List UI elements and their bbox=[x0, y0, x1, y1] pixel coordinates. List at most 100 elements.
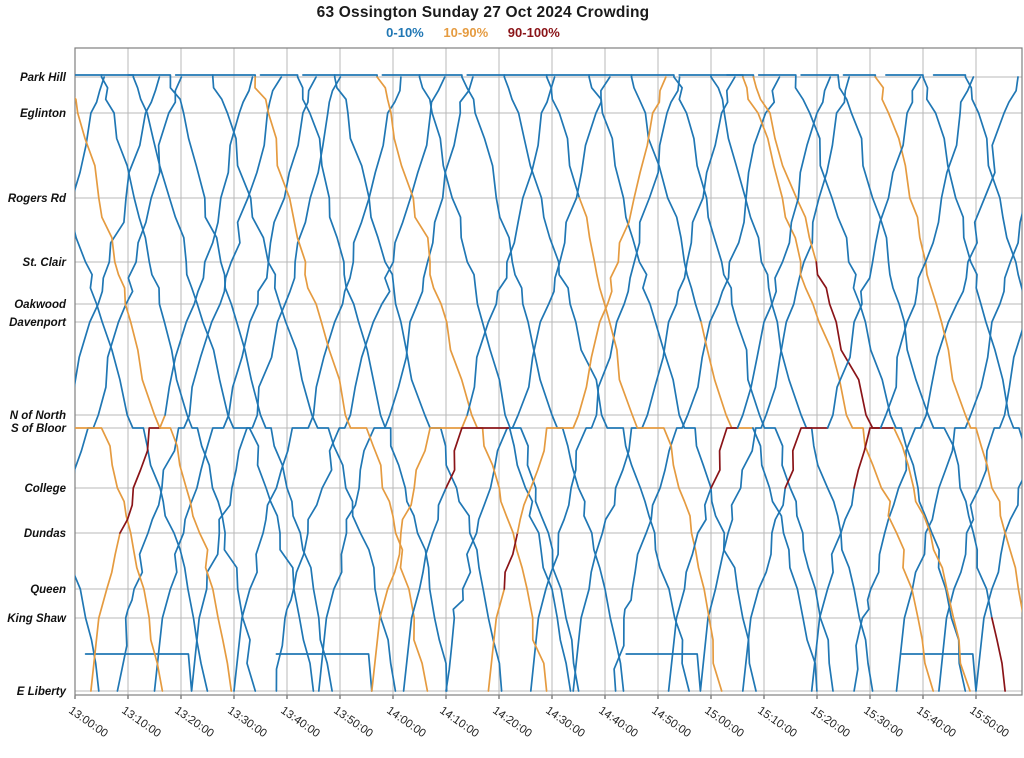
trip-segment bbox=[572, 76, 736, 692]
trip-segment bbox=[667, 487, 712, 692]
trip-segment bbox=[466, 74, 690, 692]
trip-segment bbox=[700, 321, 754, 429]
x-tick-label: 14:30:00 bbox=[543, 705, 587, 741]
trip-segment bbox=[613, 76, 781, 692]
trip-segment bbox=[503, 532, 519, 590]
trip-segment bbox=[317, 76, 474, 692]
x-tick-label: 15:40:00 bbox=[914, 705, 958, 741]
trip-segment bbox=[164, 76, 254, 416]
x-tick-label: 14:20:00 bbox=[490, 705, 534, 741]
trip-segment bbox=[885, 74, 1022, 441]
trip-segment bbox=[826, 76, 922, 429]
trip-segment bbox=[784, 427, 829, 489]
trip-segment bbox=[893, 427, 971, 692]
x-tick-label: 14:40:00 bbox=[596, 705, 640, 741]
station-label: Davenport bbox=[9, 317, 67, 329]
trip-segment bbox=[75, 229, 209, 692]
legend-item-mid: 10-90% bbox=[443, 25, 489, 40]
trip-segment bbox=[75, 76, 106, 192]
trip-segment bbox=[445, 76, 611, 692]
station-label: E Liberty bbox=[17, 686, 67, 698]
trip-segment bbox=[153, 76, 317, 692]
legend-item-low: 0-10% bbox=[386, 25, 424, 40]
trip-segment bbox=[741, 487, 787, 692]
trip-segment bbox=[75, 97, 233, 692]
legend-item-high: 90-100% bbox=[507, 25, 560, 40]
trip-segment bbox=[119, 427, 161, 534]
station-label: Park Hill bbox=[20, 72, 67, 84]
trip-segment bbox=[100, 74, 315, 692]
x-tick-label: 15:20:00 bbox=[808, 705, 852, 741]
trip-segment bbox=[588, 74, 702, 323]
trip-segment bbox=[932, 74, 1022, 292]
station-label: St. Clair bbox=[23, 257, 67, 269]
station-label: Queen bbox=[30, 584, 66, 596]
trip-segment bbox=[402, 487, 447, 692]
trip-segment bbox=[75, 574, 100, 692]
x-tick-label: 13:00:00 bbox=[66, 705, 110, 741]
x-tick-label: 14:00:00 bbox=[384, 705, 428, 741]
trip-segment bbox=[487, 588, 506, 692]
trip-segment bbox=[254, 76, 429, 692]
trip-segment bbox=[275, 653, 373, 692]
crowding-legend: 0-10% 10-90% 90-100% bbox=[0, 25, 946, 40]
trip-segment bbox=[516, 76, 667, 534]
trip-segment bbox=[445, 427, 511, 489]
station-label: S of Bloor bbox=[11, 423, 66, 435]
x-tick-label: 13:40:00 bbox=[278, 705, 322, 741]
trip-segment bbox=[678, 74, 874, 692]
trip-segment bbox=[381, 74, 580, 692]
trip-segment bbox=[275, 76, 446, 692]
trip-segment bbox=[752, 76, 818, 263]
trip-segment bbox=[75, 74, 257, 692]
station-label: N of North bbox=[10, 410, 66, 422]
trip-segment bbox=[630, 74, 834, 692]
trip-segment bbox=[466, 76, 556, 416]
trip-segment bbox=[75, 427, 164, 692]
trip-segment bbox=[625, 76, 851, 692]
x-tick-label: 14:50:00 bbox=[649, 705, 693, 741]
trip-segment bbox=[233, 76, 402, 692]
station-label: College bbox=[24, 483, 66, 495]
trip-segment bbox=[158, 414, 166, 429]
trip-segment bbox=[259, 74, 448, 692]
trip-segment bbox=[991, 617, 1006, 692]
trip-segment bbox=[529, 76, 681, 692]
trip-segment bbox=[853, 427, 882, 489]
trip-segment bbox=[800, 74, 993, 619]
trip-segment bbox=[116, 76, 283, 692]
trip-segment bbox=[710, 427, 739, 489]
x-tick-label: 15:30:00 bbox=[861, 705, 905, 741]
plot-border bbox=[74, 47, 1023, 696]
trip-segment bbox=[853, 76, 1019, 692]
trip-segment bbox=[127, 74, 333, 692]
x-tick-label: 13:50:00 bbox=[331, 705, 375, 741]
trip-segment bbox=[810, 487, 855, 692]
trip-segment bbox=[895, 211, 1022, 692]
x-tick-label: 13:30:00 bbox=[225, 705, 269, 741]
trip-segment bbox=[75, 76, 183, 474]
trip-segment bbox=[503, 74, 581, 199]
trip-segment bbox=[874, 76, 1022, 614]
station-label: Rogers Rd bbox=[8, 193, 67, 205]
station-label: Eglinton bbox=[20, 108, 66, 120]
chart-title: 63 Ossington Sunday 27 Oct 2024 Crowding bbox=[316, 4, 650, 21]
trip-lines bbox=[75, 74, 1022, 692]
trip-segment bbox=[815, 261, 895, 429]
trip-segment bbox=[879, 76, 975, 429]
x-tick-label: 13:20:00 bbox=[172, 705, 216, 741]
trip-segment bbox=[736, 76, 832, 429]
station-label: King Shaw bbox=[7, 613, 67, 625]
trip-segment bbox=[84, 76, 342, 692]
station-label: Dundas bbox=[24, 528, 66, 540]
trip-segment bbox=[508, 427, 572, 692]
trip-segment bbox=[741, 76, 935, 692]
x-tick-label: 13:10:00 bbox=[119, 705, 163, 741]
station-label: Oakwood bbox=[14, 299, 67, 311]
trip-segment bbox=[900, 478, 1022, 692]
trip-segment bbox=[578, 197, 723, 692]
grid-lines bbox=[74, 48, 1022, 699]
x-tick-label: 14:10:00 bbox=[437, 705, 481, 741]
